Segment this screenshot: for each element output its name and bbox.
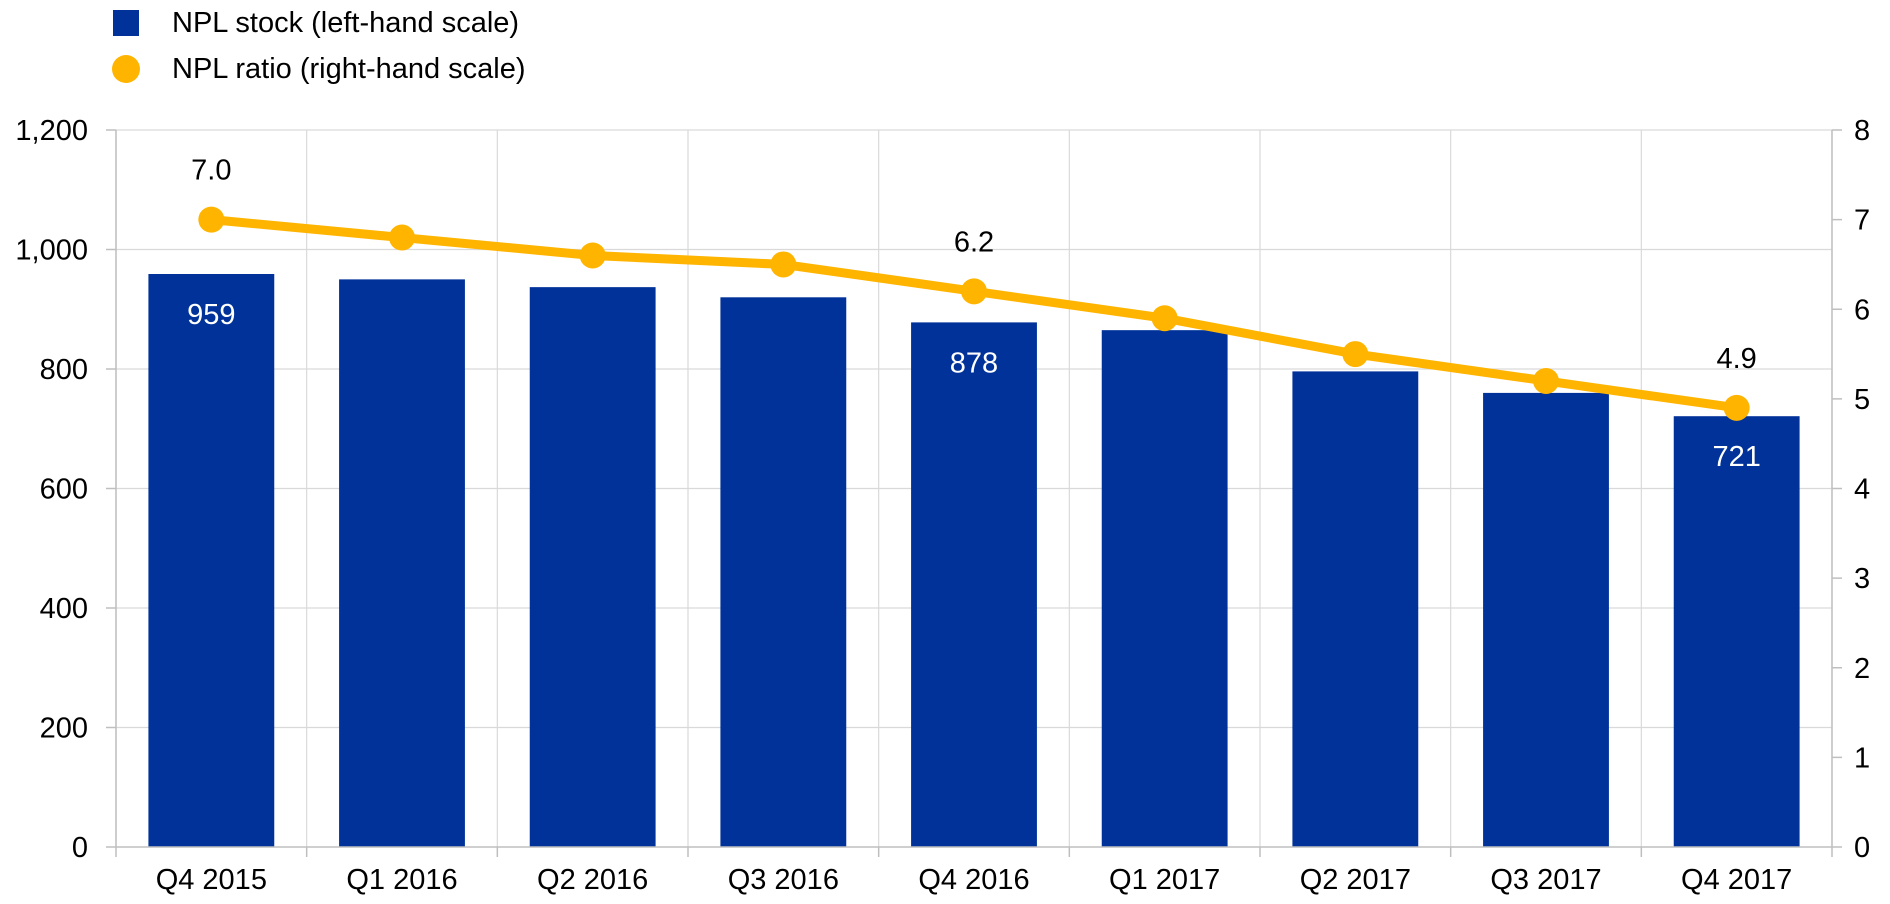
bar-data-label: 959 <box>187 299 235 331</box>
bar <box>339 279 465 847</box>
legend-label-npl-ratio: NPL ratio (right-hand scale) <box>172 52 526 85</box>
legend: NPL stock (left-hand scale) NPL ratio (r… <box>112 0 526 92</box>
y-left-tick-label: 400 <box>40 593 88 625</box>
bar <box>1483 392 1609 847</box>
bar <box>1673 416 1800 847</box>
data-labels: 959 878 721 7.0 6.2 4.9 <box>187 155 1761 474</box>
y-left-tick-label: 0 <box>72 832 88 864</box>
bar-data-label: 878 <box>950 347 998 379</box>
axes: 0 200 400 600 800 1,000 1,200 0 1 2 3 4 5 6 7 8 Q4 2015 Q… <box>15 115 1870 896</box>
x-tick-label: Q1 2016 <box>346 864 457 896</box>
ratio-point <box>1723 394 1750 421</box>
legend-swatch-npl-stock <box>113 10 139 36</box>
y-left-tick-label: 200 <box>40 713 88 745</box>
ratio-point <box>579 242 606 269</box>
line-data-label: 6.2 <box>954 226 994 258</box>
y-left-tick-label: 800 <box>40 354 88 386</box>
bar <box>1292 371 1419 847</box>
y-right-tick-label: 2 <box>1854 653 1870 685</box>
y-right-tick-label: 0 <box>1854 832 1870 864</box>
ratio-point <box>389 224 415 251</box>
x-tick-label: Q1 2017 <box>1109 864 1220 896</box>
x-tick-label: Q4 2015 <box>156 864 267 896</box>
y-right-tick-label: 6 <box>1854 294 1870 326</box>
bar <box>911 322 1037 847</box>
y-left-tick-label: 1,200 <box>15 115 88 147</box>
x-tick-label: Q4 2016 <box>918 864 1029 896</box>
bar-series-npl-stock <box>148 273 1800 848</box>
x-tick-label: Q2 2016 <box>537 864 648 896</box>
x-tick-label: Q3 2017 <box>1490 864 1601 896</box>
bar <box>1101 330 1228 848</box>
y-right-tick-label: 5 <box>1854 384 1870 416</box>
bar <box>148 273 275 847</box>
bar-data-label: 721 <box>1712 441 1760 473</box>
x-tick-label: Q4 2017 <box>1681 864 1792 896</box>
x-tick-label: Q3 2016 <box>728 864 839 896</box>
ratio-point <box>1151 305 1178 332</box>
y-left-tick-label: 600 <box>40 474 88 506</box>
y-right-tick-label: 4 <box>1854 474 1870 506</box>
legend-label-npl-stock: NPL stock (left-hand scale) <box>172 6 520 39</box>
bar <box>529 287 656 848</box>
line-series-npl-ratio <box>198 206 1750 421</box>
bar <box>720 297 847 847</box>
legend-item-npl-stock: NPL stock (left-hand scale) <box>112 0 526 46</box>
y-right-tick-label: 7 <box>1854 205 1870 237</box>
ratio-point <box>198 206 225 233</box>
line-data-label: 4.9 <box>1717 343 1757 375</box>
ratio-point <box>961 278 987 305</box>
x-tick-label: Q2 2017 <box>1300 864 1411 896</box>
legend-item-npl-ratio: NPL ratio (right-hand scale) <box>112 46 526 92</box>
y-left-tick-label: 1,000 <box>15 235 88 267</box>
y-right-tick-label: 3 <box>1854 563 1870 595</box>
y-right-tick-label: 1 <box>1854 742 1870 774</box>
ratio-point <box>770 251 797 278</box>
line-data-label: 7.0 <box>191 155 231 187</box>
ratio-point <box>1533 367 1559 394</box>
ratio-point <box>1342 341 1369 368</box>
legend-swatch-npl-ratio <box>112 55 140 83</box>
y-right-tick-label: 8 <box>1854 115 1870 147</box>
